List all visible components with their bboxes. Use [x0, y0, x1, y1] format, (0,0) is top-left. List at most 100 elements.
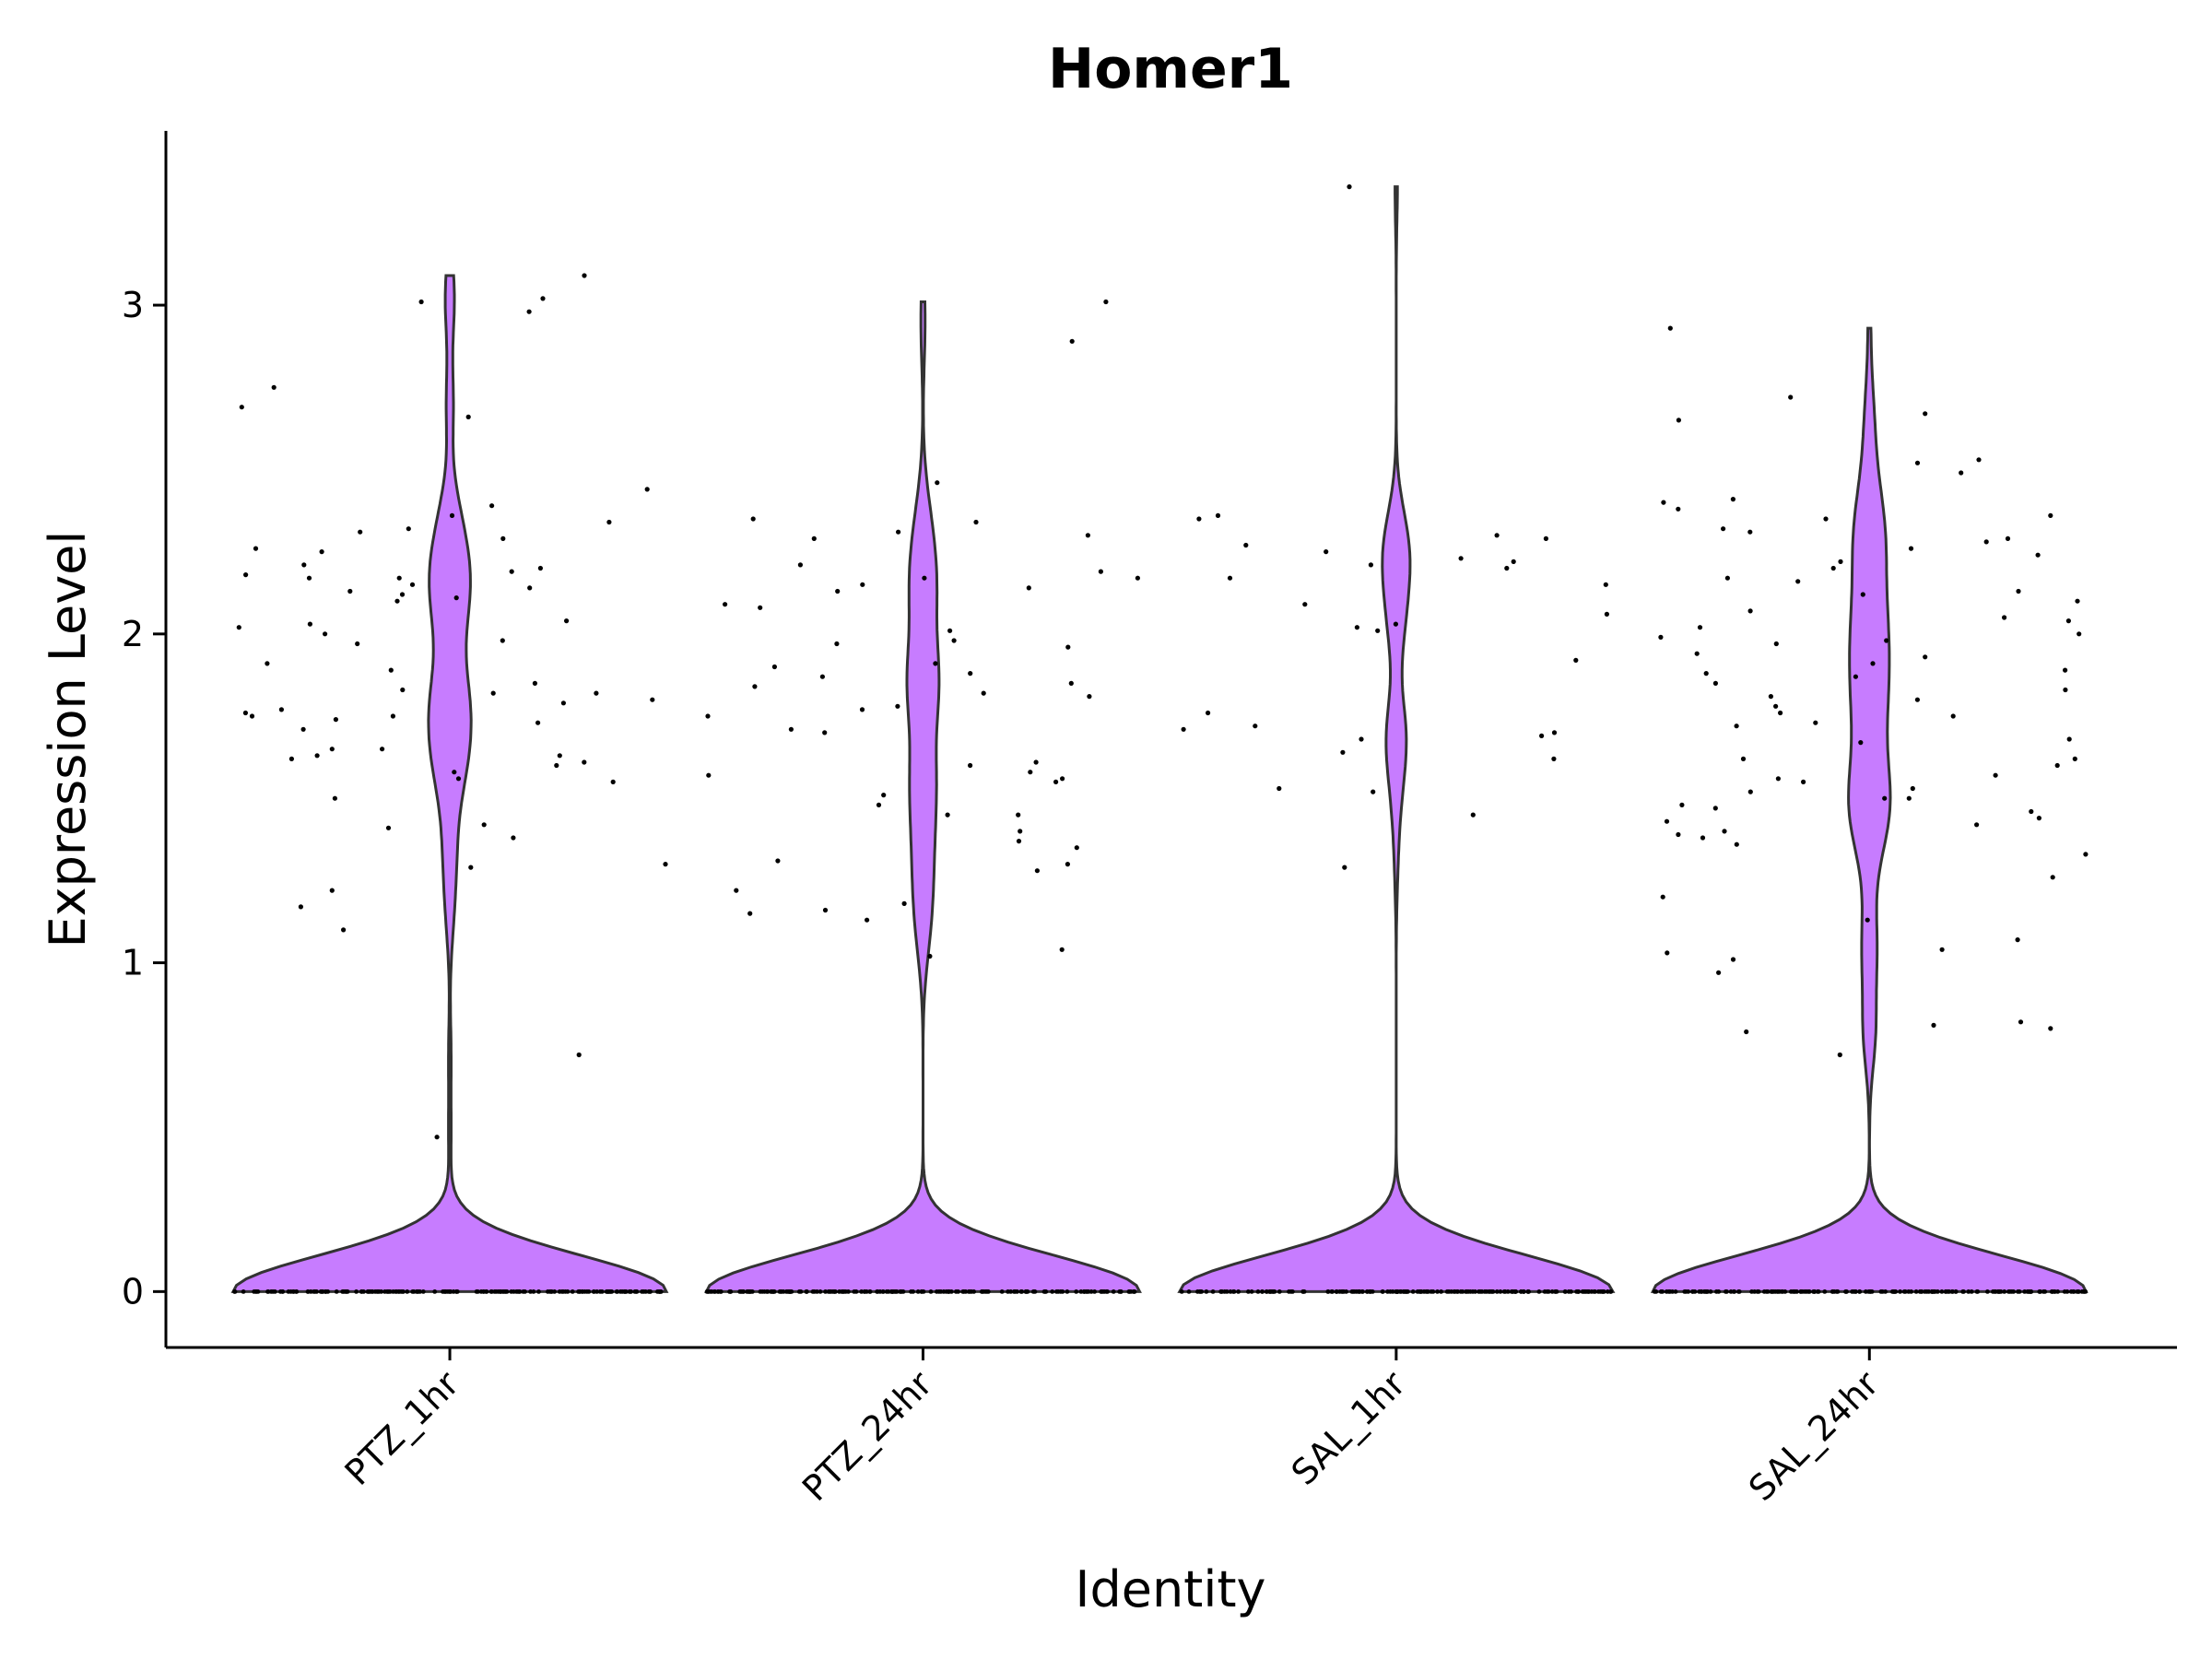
- point-SAL_24hr: [1652, 1289, 1657, 1294]
- x-tick-label: PTZ_24hr: [794, 1363, 940, 1509]
- point-SAL_24hr: [1788, 1289, 1794, 1294]
- point-SAL_1hr: [1260, 1289, 1265, 1294]
- point-PTZ_24hr: [706, 772, 712, 778]
- point-PTZ_1hr: [249, 713, 255, 719]
- point-SAL_1hr: [1340, 749, 1346, 755]
- point-PTZ_1hr: [559, 1289, 565, 1294]
- point-SAL_1hr: [1513, 1289, 1519, 1294]
- point-PTZ_1hr: [619, 1289, 625, 1294]
- point-SAL_24hr: [1838, 559, 1843, 565]
- point-PTZ_1hr: [582, 273, 587, 278]
- point-SAL_24hr: [1724, 1289, 1729, 1294]
- point-SAL_1hr: [1325, 1289, 1331, 1294]
- point-PTZ_24hr: [1060, 1289, 1065, 1294]
- point-PTZ_1hr: [454, 1289, 459, 1294]
- point-SAL_1hr: [1354, 1289, 1359, 1294]
- violin-layer: [230, 185, 2088, 1293]
- point-PTZ_1hr: [577, 1289, 582, 1294]
- point-SAL_24hr: [1923, 411, 1928, 417]
- point-SAL_24hr: [1985, 1289, 1990, 1294]
- point-SAL_1hr: [1505, 1289, 1511, 1294]
- point-SAL_1hr: [1375, 628, 1381, 633]
- point-SAL_24hr: [1703, 671, 1709, 677]
- point-SAL_24hr: [1801, 779, 1806, 785]
- point-PTZ_1hr: [441, 1289, 447, 1294]
- point-SAL_24hr: [1708, 1289, 1713, 1294]
- point-PTZ_1hr: [586, 1289, 592, 1294]
- point-PTZ_24hr: [804, 1289, 809, 1294]
- point-SAL_24hr: [1815, 1289, 1820, 1294]
- point-PTZ_1hr: [388, 667, 394, 673]
- point-SAL_1hr: [1418, 1289, 1423, 1294]
- point-SAL_1hr: [1359, 1289, 1365, 1294]
- point-SAL_24hr: [2063, 687, 2068, 693]
- point-PTZ_24hr: [843, 1289, 848, 1294]
- point-PTZ_24hr: [960, 1289, 966, 1294]
- point-SAL_24hr: [1667, 325, 1673, 331]
- point-SAL_24hr: [1755, 1289, 1760, 1294]
- point-SAL_1hr: [1543, 535, 1548, 542]
- point-SAL_1hr: [1249, 1289, 1254, 1294]
- point-SAL_24hr: [1908, 546, 1914, 551]
- point-PTZ_1hr: [476, 1289, 480, 1294]
- point-SAL_24hr: [2005, 535, 2011, 542]
- point-SAL_1hr: [1246, 1289, 1251, 1294]
- point-PTZ_1hr: [633, 1289, 639, 1294]
- point-SAL_24hr: [2002, 615, 2007, 620]
- point-SAL_24hr: [1676, 831, 1681, 838]
- point-PTZ_1hr: [564, 618, 570, 624]
- point-PTZ_1hr: [591, 1289, 596, 1294]
- point-SAL_1hr: [1458, 556, 1464, 561]
- point-PTZ_1hr: [333, 717, 338, 723]
- point-PTZ_1hr: [511, 835, 516, 841]
- point-SAL_1hr: [1218, 1289, 1224, 1294]
- point-SAL_24hr: [1722, 829, 1727, 834]
- point-PTZ_1hr: [468, 865, 474, 870]
- point-SAL_24hr: [1931, 1022, 1936, 1028]
- point-PTZ_24hr: [852, 1289, 857, 1294]
- x-tick-label: PTZ_1hr: [337, 1363, 467, 1493]
- point-PTZ_24hr: [723, 602, 728, 607]
- point-SAL_24hr: [1950, 713, 1956, 719]
- point-PTZ_1hr: [582, 759, 587, 765]
- point-PTZ_1hr: [377, 1289, 382, 1294]
- point-SAL_24hr: [1783, 1289, 1788, 1294]
- point-SAL_24hr: [1853, 674, 1858, 679]
- point-PTZ_1hr: [300, 726, 306, 732]
- point-PTZ_1hr: [606, 1289, 611, 1294]
- point-SAL_24hr: [1716, 1289, 1722, 1294]
- point-PTZ_1hr: [560, 700, 567, 706]
- point-PTZ_1hr: [594, 690, 599, 696]
- point-SAL_1hr: [1421, 1289, 1427, 1294]
- point-PTZ_24hr: [927, 953, 933, 959]
- point-PTZ_24hr: [981, 690, 986, 696]
- point-PTZ_1hr: [347, 588, 353, 594]
- point-PTZ_24hr: [787, 1289, 793, 1294]
- point-PTZ_1hr: [319, 549, 324, 555]
- point-PTZ_24hr: [769, 1289, 774, 1294]
- point-PTZ_24hr: [859, 707, 865, 712]
- point-PTZ_24hr: [862, 1289, 867, 1294]
- point-SAL_1hr: [1271, 1289, 1276, 1294]
- point-PTZ_1hr: [576, 1052, 582, 1058]
- point-SAL_24hr: [1775, 776, 1781, 782]
- point-SAL_1hr: [1429, 1289, 1434, 1294]
- point-SAL_24hr: [1740, 756, 1747, 762]
- point-SAL_24hr: [1795, 579, 1801, 584]
- point-PTZ_1hr: [644, 487, 650, 492]
- point-SAL_1hr: [1498, 1289, 1503, 1294]
- point-PTZ_24hr: [922, 575, 927, 581]
- point-PTZ_24hr: [894, 1289, 900, 1294]
- point-PTZ_1hr: [332, 795, 337, 801]
- point-SAL_24hr: [1697, 625, 1703, 630]
- point-SAL_1hr: [1359, 736, 1364, 742]
- point-PTZ_1hr: [232, 1289, 238, 1294]
- point-PTZ_1hr: [307, 621, 312, 627]
- point-SAL_24hr: [1712, 806, 1718, 811]
- point-SAL_1hr: [1521, 1289, 1526, 1294]
- point-SAL_24hr: [1788, 394, 1794, 400]
- point-PTZ_24hr: [973, 519, 979, 525]
- point-PTZ_24hr: [876, 802, 882, 808]
- point-PTZ_1hr: [280, 1289, 286, 1294]
